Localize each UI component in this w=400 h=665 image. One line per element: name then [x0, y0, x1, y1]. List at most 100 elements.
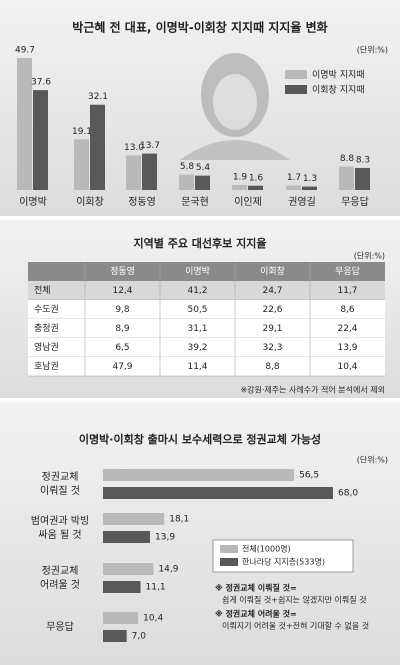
bar — [232, 184, 247, 190]
value-label: 68,0 — [338, 489, 358, 499]
x-tick-label: 권영길 — [288, 195, 316, 208]
table-cell: 24,7 — [262, 286, 282, 296]
bar — [339, 166, 354, 190]
table-header: 정동영 — [110, 266, 135, 277]
bar — [90, 104, 105, 190]
y-tick-label: 싸움 될 것 — [38, 529, 81, 541]
value-label: 8.3 — [356, 155, 370, 165]
table-row-bg — [28, 357, 385, 376]
value-label: 32.1 — [88, 92, 108, 102]
unit: (단위:%) — [357, 45, 388, 55]
row-label: 호남권 — [34, 360, 59, 372]
table-cell: 9,8 — [115, 305, 130, 315]
unit: (단위:%) — [357, 455, 388, 465]
value-label: 19.1 — [72, 127, 92, 137]
legend-swatch — [285, 85, 307, 94]
row-label: 영남권 — [34, 341, 59, 353]
table-cell: 39,2 — [187, 343, 207, 353]
value-label: 5.8 — [180, 162, 195, 172]
bar — [103, 581, 141, 593]
table-cell: 31,1 — [187, 324, 207, 334]
value-label: 7,0 — [132, 632, 147, 642]
table-cell: 22,6 — [262, 305, 282, 315]
legend-swatch — [220, 545, 238, 553]
table-header-bg — [28, 262, 385, 281]
legend-label: 전체(1000명) — [242, 544, 291, 554]
y-tick-label: 범여권과 박빙 — [31, 515, 89, 527]
table-cell: 12,4 — [112, 286, 132, 296]
value-label: 37.6 — [31, 78, 51, 88]
legend-swatch — [220, 558, 238, 566]
table-row-bg — [28, 319, 385, 338]
value-label: 1.7 — [287, 173, 301, 183]
chart-title: 박근혜 전 대표, 이명박-이회창 지지때 지지율 변화 — [72, 20, 327, 35]
value-label: 1.9 — [233, 172, 248, 182]
table-title: 지역별 주요 대선후보 지지율 — [134, 236, 267, 250]
bar — [302, 186, 317, 190]
chart-title: 이명박·이회창 출마시 보수세력으로 정권교체 가능성 — [79, 432, 321, 446]
table-cell: 29,1 — [262, 324, 282, 334]
row-label: 충청권 — [34, 322, 59, 334]
legend-label: 한나라당 지지층(533명) — [242, 557, 325, 567]
y-tick-label: 이뤄질 것 — [40, 484, 80, 497]
bar — [195, 175, 210, 190]
note-head: ※ 정권교체 어려울 것= — [215, 609, 297, 619]
value-label: 13,9 — [155, 533, 175, 543]
value-label: 1.3 — [303, 174, 317, 184]
x-tick-label: 정동영 — [128, 196, 156, 208]
y-tick-label: 정권교체 — [42, 565, 79, 577]
table-cell: 8,6 — [340, 305, 355, 315]
value-label: 18,1 — [169, 515, 189, 525]
table-note: ※강원·제주는 사례수가 적어 분석에서 제외 — [240, 385, 385, 395]
value-label: 8.8 — [340, 154, 355, 164]
table-row-bg — [28, 338, 385, 357]
value-label: 56,5 — [299, 471, 319, 481]
x-tick-label: 이명박 — [19, 196, 47, 208]
row-label: 수도권 — [34, 303, 59, 315]
table-cell: 11,4 — [187, 362, 207, 372]
table-cell: 11,7 — [337, 286, 357, 296]
bar — [103, 487, 333, 499]
value-label: 14,9 — [158, 565, 178, 575]
unit: (단위:%) — [354, 251, 385, 261]
bar — [103, 563, 154, 575]
bar — [248, 185, 263, 190]
table-row-bg — [28, 281, 385, 300]
bar — [179, 174, 194, 190]
portrait — [180, 53, 290, 160]
legend-swatch — [285, 70, 307, 79]
bar — [103, 630, 127, 642]
table-cell: 10,4 — [337, 362, 357, 372]
table-header: 무응답 — [335, 265, 360, 277]
value-label: 1.6 — [249, 173, 264, 183]
value-label: 10,4 — [143, 614, 163, 624]
table-cell: 13,9 — [337, 343, 357, 353]
value-label: 11,1 — [146, 583, 166, 593]
note-body: 이뤄지기 어려울 것+전혀 기대할 수 없을 것 — [222, 621, 369, 631]
y-tick-label: 정권교체 — [42, 471, 79, 483]
note-head: ※ 정권교체 이뤄질 것= — [215, 583, 297, 593]
x-tick-label: 무응답 — [341, 196, 369, 208]
y-tick-label: 어려울 것 — [40, 579, 80, 591]
bar — [286, 185, 301, 190]
value-label: 49.7 — [15, 46, 35, 56]
table-row-bg — [28, 300, 385, 319]
table-cell: 8,8 — [265, 362, 280, 372]
table-header: 이명박 — [185, 266, 210, 277]
note-body: 쉽게 이뤄질 것+쉽지는 않겠지만 이뤄질 것 — [222, 595, 367, 605]
bar — [103, 513, 165, 525]
legend-label: 이명박 지지때 — [312, 70, 365, 81]
table-cell: 32,3 — [262, 343, 282, 353]
table-cell: 50,5 — [187, 305, 207, 315]
row-label: 전체 — [34, 285, 51, 296]
legend-label: 이회창 지지때 — [312, 85, 365, 96]
table-header: 이회창 — [260, 266, 285, 277]
bar — [17, 58, 32, 190]
value-label: 13.7 — [140, 141, 160, 151]
value-label: 5.4 — [196, 163, 211, 173]
value-label: 13.0 — [124, 143, 144, 153]
bar — [74, 139, 89, 190]
table-cell: 8,9 — [115, 324, 130, 334]
panel-bg — [0, 402, 400, 665]
table-cell: 47,9 — [112, 362, 132, 372]
